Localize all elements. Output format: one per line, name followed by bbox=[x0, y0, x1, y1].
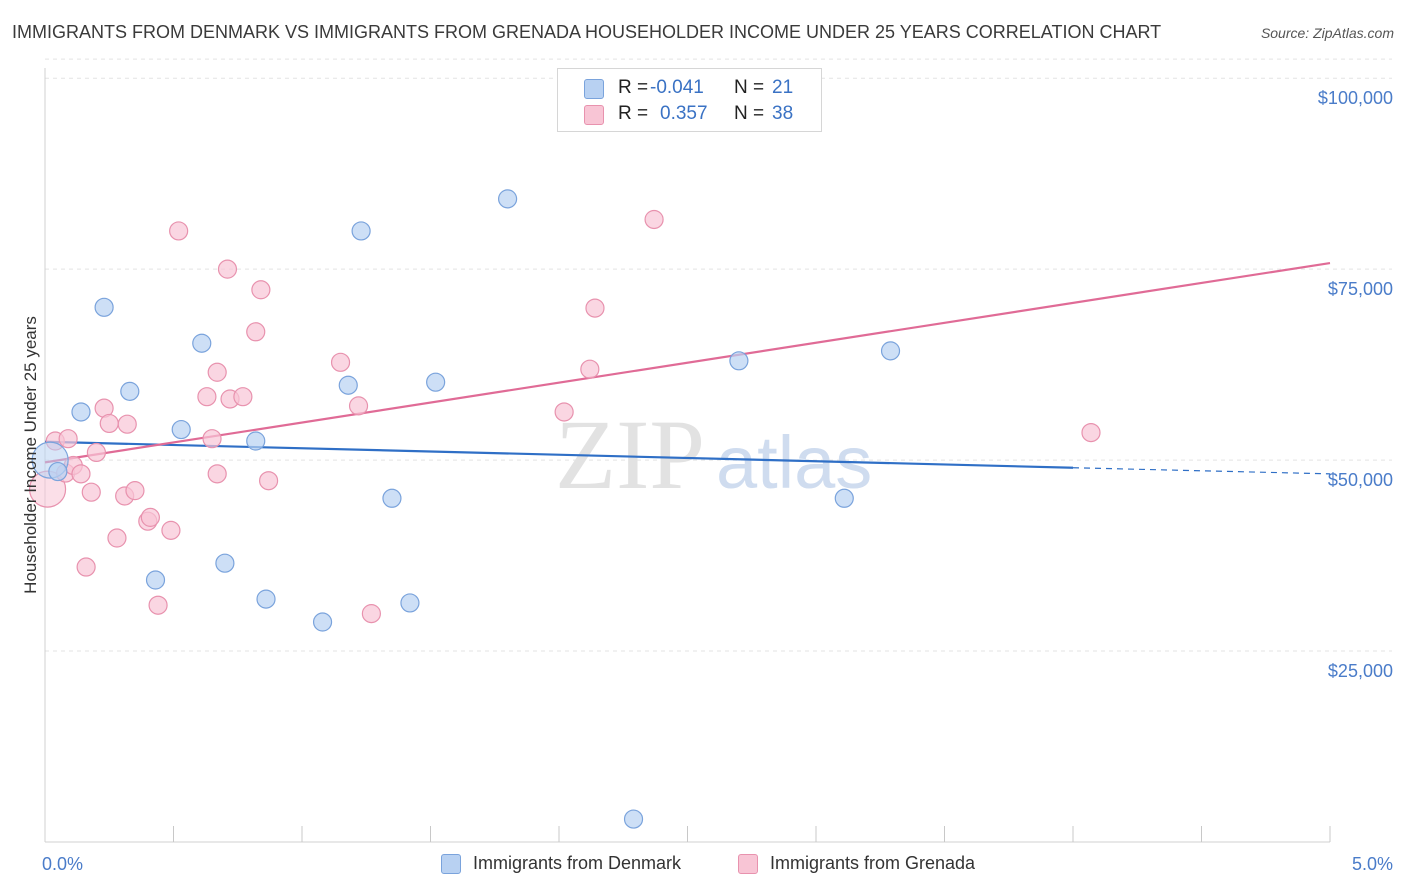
points-layer bbox=[28, 189, 1101, 829]
data-point bbox=[498, 189, 518, 209]
data-point bbox=[125, 481, 145, 501]
legend-r-label: R = bbox=[618, 77, 649, 98]
data-point bbox=[207, 464, 227, 484]
legend-n-value: 38 bbox=[772, 103, 794, 124]
data-point bbox=[94, 297, 114, 317]
data-point bbox=[217, 259, 238, 279]
legend-row-grenada: R = 0.357 N = 38 bbox=[558, 101, 821, 127]
legend-label-denmark: Immigrants from Denmark bbox=[473, 853, 682, 873]
data-point bbox=[585, 298, 605, 318]
correlation-legend: R = -0.041 N = 21 R = 0.357 N = 38 bbox=[557, 68, 822, 132]
data-point bbox=[145, 570, 166, 590]
trend-line bbox=[44, 261, 1331, 464]
legend-r-value: -0.041 bbox=[650, 77, 704, 98]
data-point bbox=[834, 488, 854, 508]
data-point bbox=[330, 352, 351, 372]
source-credit: Source: ZipAtlas.com bbox=[1260, 25, 1394, 41]
legend-n-label: N = bbox=[734, 103, 765, 124]
legend-swatch-grenada bbox=[738, 854, 758, 874]
legend-n-label: N = bbox=[734, 77, 765, 98]
data-point bbox=[107, 528, 127, 548]
data-point bbox=[81, 482, 101, 502]
data-point bbox=[169, 221, 189, 241]
data-point bbox=[312, 612, 333, 632]
x-tick-label: 5.0% bbox=[1352, 854, 1393, 874]
data-point bbox=[215, 553, 235, 573]
data-point bbox=[338, 375, 358, 395]
data-point bbox=[192, 333, 212, 353]
data-point bbox=[48, 461, 68, 482]
data-point bbox=[351, 221, 371, 241]
data-point bbox=[86, 442, 107, 463]
y-axis-label: Householder Income Under 25 years bbox=[21, 316, 40, 594]
data-point bbox=[233, 387, 253, 407]
data-point bbox=[400, 593, 420, 613]
watermark: ZIP atlas bbox=[555, 399, 872, 510]
data-point bbox=[58, 429, 78, 449]
data-point bbox=[207, 362, 227, 382]
data-point bbox=[148, 595, 168, 615]
data-point bbox=[880, 341, 901, 361]
data-point bbox=[348, 396, 369, 416]
data-point bbox=[382, 488, 402, 508]
data-point bbox=[117, 414, 137, 434]
y-tick-label: $100,000 bbox=[1318, 88, 1393, 108]
y-tick-label: $50,000 bbox=[1328, 470, 1393, 490]
data-point bbox=[202, 429, 222, 449]
data-point bbox=[246, 322, 266, 342]
data-point bbox=[76, 557, 96, 577]
data-point bbox=[729, 351, 749, 371]
data-point bbox=[623, 809, 644, 829]
data-point bbox=[71, 402, 91, 422]
data-point bbox=[554, 402, 574, 422]
y-tick-label: $25,000 bbox=[1328, 661, 1393, 681]
legend-label-grenada: Immigrants from Grenada bbox=[770, 853, 976, 873]
data-point bbox=[171, 419, 191, 440]
legend-swatch-denmark bbox=[441, 854, 461, 874]
data-point bbox=[197, 387, 217, 407]
data-point bbox=[361, 604, 381, 624]
data-point bbox=[246, 431, 266, 451]
series-legend: Immigrants from Denmark Immigrants from … bbox=[0, 852, 1406, 878]
data-point bbox=[580, 359, 600, 379]
data-point bbox=[1081, 422, 1101, 443]
legend-n-value: 21 bbox=[772, 77, 794, 98]
data-point bbox=[161, 520, 181, 540]
grid-layer bbox=[45, 58, 1392, 652]
data-point bbox=[251, 280, 271, 300]
trend-line-extension bbox=[1072, 467, 1331, 475]
legend-swatch-denmark bbox=[584, 79, 604, 99]
legend-swatch-grenada bbox=[584, 105, 604, 125]
data-point bbox=[644, 209, 664, 230]
chart-title: IMMIGRANTS FROM DENMARK VS IMMIGRANTS FR… bbox=[12, 22, 1162, 42]
legend-r-label: R = bbox=[618, 103, 649, 124]
data-point bbox=[99, 413, 119, 434]
data-point bbox=[256, 589, 276, 609]
data-point bbox=[426, 372, 446, 392]
data-point bbox=[258, 471, 279, 491]
legend-row-denmark: R = -0.041 N = 21 bbox=[558, 75, 821, 101]
y-tick-label: $75,000 bbox=[1328, 279, 1393, 299]
legend-r-value: 0.357 bbox=[660, 103, 708, 124]
data-point bbox=[140, 507, 160, 527]
data-point bbox=[71, 464, 91, 484]
x-tick-label: 0.0% bbox=[42, 854, 83, 874]
data-point bbox=[120, 381, 140, 401]
